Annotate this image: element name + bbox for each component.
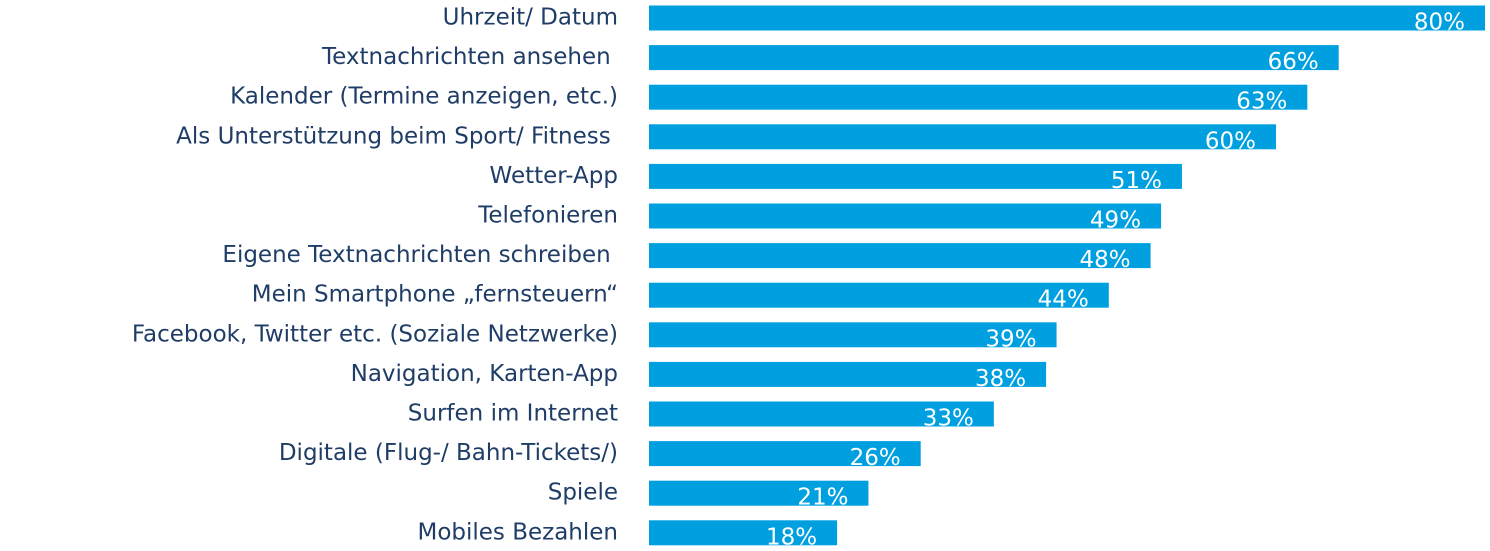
value-label: 39% [985,326,1036,352]
category-label: Textnachrichten ansehen [321,44,618,70]
category-label: Wetter-App [490,163,618,189]
category-label: Telefonieren [477,203,618,229]
value-label: 63% [1236,89,1287,115]
value-label: 26% [850,445,901,471]
category-label: Surfen im Internet [408,401,618,427]
value-label: 66% [1268,49,1319,75]
category-label: Facebook, Twitter etc. (Soziale Netzwerk… [132,321,618,347]
value-label: 18% [766,524,817,547]
bar [649,480,869,506]
value-label: 21% [797,485,848,511]
category-label: Kalender (Termine anzeigen, etc.) [230,84,618,110]
bar [649,322,1057,348]
category-label: Uhrzeit/ Datum [443,5,618,31]
bar [649,243,1151,269]
bar [649,361,1047,387]
bar [649,5,1485,31]
value-label: 51% [1111,168,1162,194]
value-label: 33% [923,406,974,432]
value-label: 48% [1079,247,1130,273]
bar [649,84,1308,110]
value-label: 60% [1205,128,1256,154]
value-label: 49% [1090,208,1141,234]
bar [649,163,1182,189]
value-label: 80% [1414,10,1465,36]
bar [649,45,1339,71]
category-label: Als Unterstützung beim Sport/ Fitness [176,123,618,149]
bar [649,282,1109,308]
bar [649,441,921,467]
value-label: 38% [975,366,1026,392]
category-label: Navigation, Karten-App [351,361,618,387]
category-label: Mobiles Bezahlen [417,519,618,545]
value-label: 44% [1038,287,1089,313]
category-label: Spiele [548,480,618,506]
bar [649,520,838,546]
bar [649,401,994,427]
category-label: Eigene Textnachrichten schreiben [222,242,618,268]
bar [649,124,1276,150]
category-label: Mein Smartphone „fernsteuern“ [252,282,618,308]
bar [649,203,1162,229]
category-label: Digitale (Flug-/ Bahn-Tickets/) [279,440,618,466]
